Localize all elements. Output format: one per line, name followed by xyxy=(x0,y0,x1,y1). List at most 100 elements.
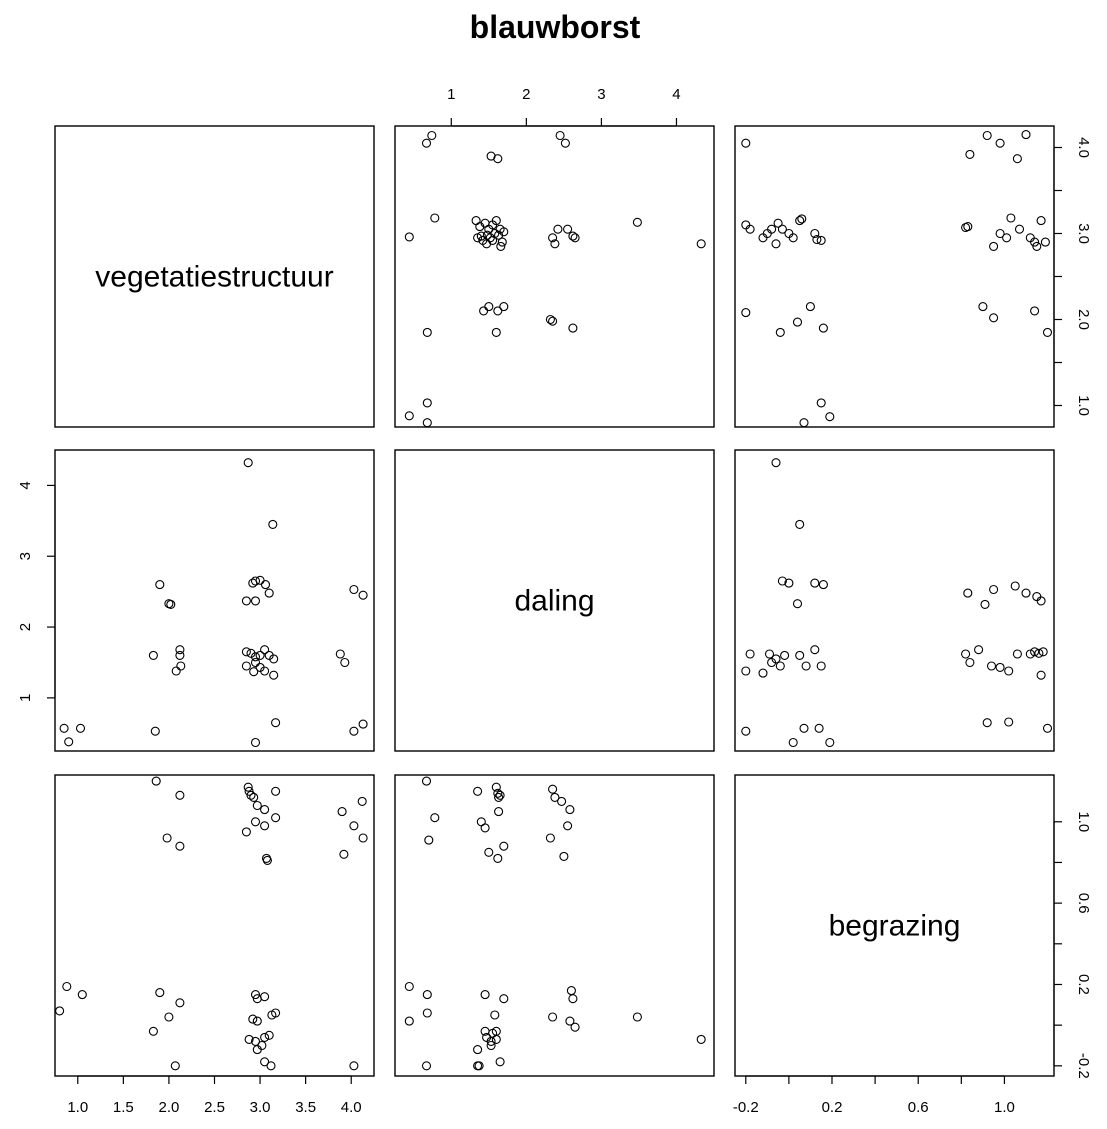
point-begrazing-vs-daling-30 xyxy=(548,1012,558,1022)
tick-label-left-daling: 3 xyxy=(17,552,34,560)
point-vegetatiestructuur-vs-daling-27 xyxy=(548,233,558,243)
point-vegetatiestructuur-vs-daling-1 xyxy=(427,130,437,141)
point-daling-vs-vegetatiestructuur-16 xyxy=(175,650,185,660)
point-begrazing-vs-vegetatiestructuur-26 xyxy=(55,1006,65,1016)
tick-label-right-begrazing: 1.0 xyxy=(1075,811,1092,832)
chart-title: blauwborst xyxy=(470,9,641,45)
tick-label-bottom-begrazing: 0.2 xyxy=(822,1099,843,1116)
point-daling-vs-begrazing-45 xyxy=(1042,723,1053,733)
point-daling-vs-begrazing-16 xyxy=(801,661,811,671)
point-daling-vs-begrazing-43 xyxy=(982,718,992,728)
panel-daling-vegetatiestructuur xyxy=(54,449,375,752)
point-begrazing-vs-daling-14 xyxy=(563,821,573,831)
point-begrazing-vs-daling-11 xyxy=(430,813,440,823)
point-begrazing-vs-daling-21 xyxy=(404,981,414,992)
point-daling-vs-vegetatiestructuur-36 xyxy=(150,726,160,736)
point-begrazing-vs-daling-41 xyxy=(486,1040,496,1051)
point-begrazing-vs-vegetatiestructuur-27 xyxy=(164,1012,174,1022)
point-begrazing-vs-vegetatiestructuur-30 xyxy=(260,992,270,1002)
point-begrazing-vs-vegetatiestructuur-16 xyxy=(358,833,368,843)
tick-label-bottom-begrazing: -0.2 xyxy=(733,1099,759,1116)
point-vegetatiestructuur-vs-daling-46 xyxy=(422,418,432,428)
point-daling-vs-vegetatiestructuur-1 xyxy=(268,519,278,529)
point-begrazing-vs-vegetatiestructuur-41 xyxy=(257,1040,267,1051)
point-vegetatiestructuur-vs-daling-5 xyxy=(493,154,503,164)
point-vegetatiestructuur-vs-daling-44 xyxy=(422,398,432,408)
point-daling-vs-begrazing-41 xyxy=(1038,647,1048,657)
point-vegetatiestructuur-vs-daling-25 xyxy=(488,235,498,245)
point-begrazing-vs-vegetatiestructuur-14 xyxy=(349,821,359,831)
point-begrazing-vs-vegetatiestructuur-10 xyxy=(337,807,347,817)
tick-label-right-vegetatiestructuur: 2.0 xyxy=(1075,309,1092,330)
point-vegetatiestructuur-vs-begrazing-19 xyxy=(816,235,826,245)
point-vegetatiestructuur-vs-daling-40 xyxy=(548,316,558,326)
point-daling-vs-begrazing-4 xyxy=(810,578,820,588)
point-daling-vs-begrazing-35 xyxy=(995,662,1005,672)
point-daling-vs-vegetatiestructuur-27 xyxy=(250,657,261,668)
point-daling-vs-begrazing-29 xyxy=(1032,592,1042,602)
point-vegetatiestructuur-vs-daling-34 xyxy=(696,239,706,249)
point-begrazing-vs-daling-9 xyxy=(565,805,575,815)
point-vegetatiestructuur-vs-daling-39 xyxy=(545,314,555,325)
tick-label-top-daling: 4 xyxy=(672,86,680,103)
panel-vegetatiestructuur-vegetatiestructuur xyxy=(54,125,375,428)
point-daling-vs-vegetatiestructuur-38 xyxy=(271,718,281,728)
point-vegetatiestructuur-vs-daling-8 xyxy=(471,216,481,226)
point-begrazing-vs-vegetatiestructuur-23 xyxy=(77,990,87,1000)
point-daling-vs-vegetatiestructuur-4 xyxy=(166,599,176,609)
point-daling-vs-vegetatiestructuur-25 xyxy=(269,654,279,664)
point-daling-vs-begrazing-6 xyxy=(792,599,803,609)
point-begrazing-vs-daling-3 xyxy=(493,788,503,798)
point-daling-vs-begrazing-22 xyxy=(814,723,824,733)
point-daling-vs-vegetatiestructuur-21 xyxy=(250,652,261,662)
point-daling-vs-begrazing-13 xyxy=(775,661,785,671)
point-begrazing-vs-daling-23 xyxy=(480,990,490,1000)
point-daling-vs-vegetatiestructuur-23 xyxy=(260,645,270,655)
point-daling-vs-vegetatiestructuur-37 xyxy=(64,737,74,747)
point-vegetatiestructuur-vs-daling-30 xyxy=(568,231,578,241)
point-daling-vs-begrazing-25 xyxy=(980,599,990,609)
point-begrazing-vs-vegetatiestructuur-9 xyxy=(357,796,367,806)
point-begrazing-vs-daling-16 xyxy=(545,833,555,843)
point-begrazing-vs-daling-8 xyxy=(557,796,567,806)
point-begrazing-vs-daling-22 xyxy=(422,990,432,1000)
point-vegetatiestructuur-vs-begrazing-43 xyxy=(1030,306,1040,316)
point-vegetatiestructuur-vs-daling-0 xyxy=(421,138,432,148)
point-daling-vs-begrazing-39 xyxy=(1030,647,1040,657)
point-daling-vs-vegetatiestructuur-15 xyxy=(175,645,185,655)
point-daling-vs-begrazing-32 xyxy=(965,657,975,668)
point-vegetatiestructuur-vs-daling-29 xyxy=(563,224,573,234)
point-daling-vs-begrazing-1 xyxy=(795,519,805,529)
tick-label-right-begrazing: 0.6 xyxy=(1075,893,1092,914)
point-begrazing-vs-vegetatiestructuur-7 xyxy=(252,800,262,811)
point-begrazing-vs-daling-33 xyxy=(632,1012,642,1022)
point-daling-vs-vegetatiestructuur-10 xyxy=(241,596,251,606)
point-vegetatiestructuur-vs-begrazing-3 xyxy=(745,224,755,234)
point-vegetatiestructuur-vs-begrazing-15 xyxy=(792,317,803,327)
point-daling-vs-begrazing-24 xyxy=(963,588,973,598)
point-begrazing-vs-vegetatiestructuur-19 xyxy=(339,849,349,859)
point-daling-vs-begrazing-15 xyxy=(795,650,805,660)
point-begrazing-vs-daling-19 xyxy=(493,853,503,863)
point-daling-vs-vegetatiestructuur-6 xyxy=(250,576,261,586)
point-begrazing-vs-vegetatiestructuur-5 xyxy=(249,792,259,802)
point-vegetatiestructuur-vs-daling-6 xyxy=(430,213,440,223)
point-daling-vs-vegetatiestructuur-26 xyxy=(241,661,251,671)
point-vegetatiestructuur-vs-daling-23 xyxy=(476,231,486,241)
point-daling-vs-vegetatiestructuur-33 xyxy=(340,657,350,668)
point-daling-vs-vegetatiestructuur-2 xyxy=(155,580,165,590)
point-vegetatiestructuur-vs-begrazing-44 xyxy=(1042,327,1053,337)
point-begrazing-vs-vegetatiestructuur-45 xyxy=(349,1061,359,1071)
point-daling-vs-begrazing-30 xyxy=(1036,596,1046,606)
point-vegetatiestructuur-vs-daling-22 xyxy=(497,237,507,247)
point-vegetatiestructuur-vs-begrazing-9 xyxy=(777,224,787,234)
point-vegetatiestructuur-vs-begrazing-1 xyxy=(741,308,751,318)
point-vegetatiestructuur-vs-daling-2 xyxy=(555,130,565,141)
point-vegetatiestructuur-vs-begrazing-6 xyxy=(767,224,777,234)
point-begrazing-vs-vegetatiestructuur-28 xyxy=(250,990,261,1000)
point-begrazing-vs-vegetatiestructuur-34 xyxy=(271,1008,281,1018)
point-vegetatiestructuur-vs-begrazing-17 xyxy=(810,228,820,239)
point-daling-vs-vegetatiestructuur-18 xyxy=(171,666,181,676)
point-begrazing-vs-daling-27 xyxy=(422,1008,432,1018)
point-begrazing-vs-daling-26 xyxy=(568,994,578,1004)
